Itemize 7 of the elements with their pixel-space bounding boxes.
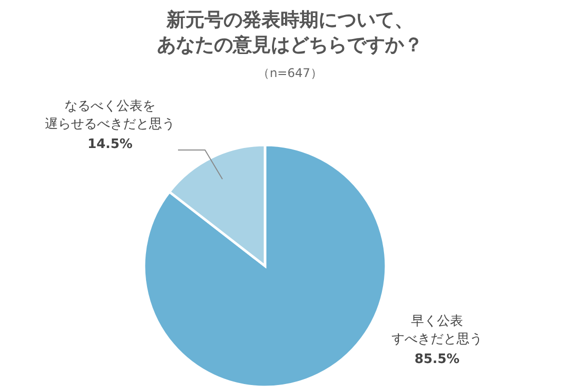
chart-subtitle: （n=647） [258,66,322,80]
data-label: 14.5% [87,137,133,152]
data-label: 85.5% [414,352,460,367]
chart-title: 新元号の発表時期について、あなたの意見はどちらですか？ [157,9,423,56]
slice-label: 早く公表すべきだと思う [392,314,482,347]
slice-label: なるべく公表を遅らせるべきだと思う [45,99,175,132]
pie-slice [142,144,388,388]
